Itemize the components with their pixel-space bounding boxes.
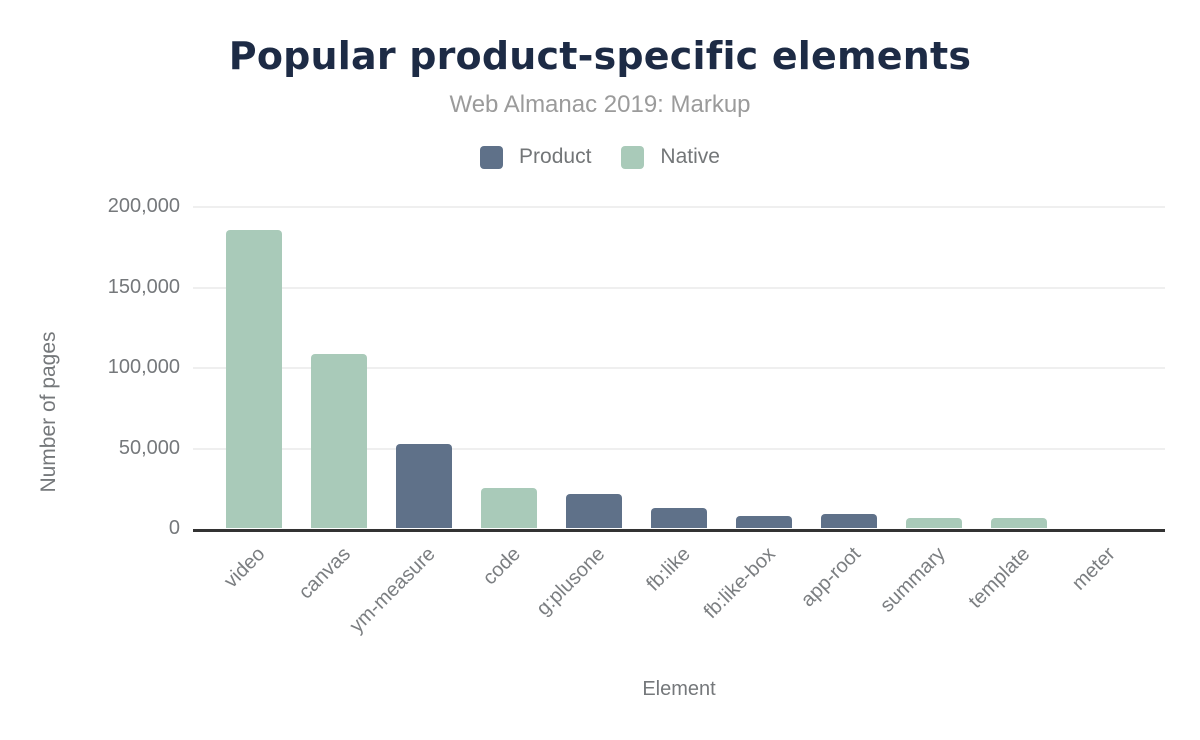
legend-swatch-product: [480, 145, 504, 169]
bar-ym-measure-product[interactable]: [396, 444, 452, 528]
x-tick-label-g:plusone: g:plusone: [532, 543, 610, 620]
x-tick-label-summary: summary: [875, 543, 950, 617]
gridline-100,000: [193, 367, 1165, 369]
bar-template-native[interactable]: [991, 518, 1047, 528]
bar-summary-native[interactable]: [906, 518, 962, 528]
x-tick-label-video: video: [220, 543, 270, 593]
chart-title: Popular product-specific elements: [228, 34, 972, 78]
bar-g:plusone-product[interactable]: [566, 494, 622, 528]
gridline-200,000: [193, 206, 1165, 208]
x-tick-label-fb:like: fb:like: [642, 543, 695, 596]
y-tick-label-150,000: 150,000: [107, 275, 180, 298]
bar-app-root-product[interactable]: [821, 514, 877, 528]
x-tick-label-app-root: app-root: [796, 543, 865, 612]
legend-item-native: Native: [621, 145, 720, 169]
legend: Product Native: [0, 145, 1200, 169]
y-axis-tick-labels: 0 50,000 100,000 150,000 200,000: [0, 0, 180, 740]
x-axis-title: Element: [642, 678, 716, 700]
x-tick-label-canvas: canvas: [294, 543, 355, 604]
y-tick-label-0: 0: [168, 517, 180, 539]
gridline-50,000: [193, 447, 1165, 450]
bar-fb:like-product[interactable]: [651, 508, 707, 528]
x-tick-label-ym-measure: ym-measure: [345, 543, 440, 638]
x-axis-line: [193, 529, 1165, 532]
legend-item-product: Product: [480, 145, 591, 169]
y-tick-label-50,000: 50,000: [118, 436, 180, 459]
gridline-150,000: [193, 286, 1165, 289]
bar-canvas-native[interactable]: [311, 354, 367, 528]
legend-label-product: Product: [519, 145, 592, 168]
bar-fb:like-box-product[interactable]: [736, 516, 792, 528]
x-tick-label-code: code: [478, 543, 525, 590]
bar-code-native[interactable]: [481, 488, 537, 528]
legend-label-native: Native: [660, 145, 720, 168]
plot-area: video canvas ym-measure code g:plusone fb:lik…: [193, 206, 1165, 637]
x-tick-label-meter: meter: [1067, 543, 1120, 595]
bar-video-native[interactable]: [226, 230, 282, 528]
y-tick-label-100,000: 100,000: [107, 356, 180, 378]
x-tick-label-template: template: [964, 543, 1035, 613]
x-tick-label-fb:like-box: fb:like-box: [699, 543, 780, 624]
chart-subtitle: Web Almanac 2019: Markup: [449, 91, 751, 118]
y-tick-label-200,000: 200,000: [107, 195, 180, 217]
legend-swatch-native: [621, 145, 645, 169]
